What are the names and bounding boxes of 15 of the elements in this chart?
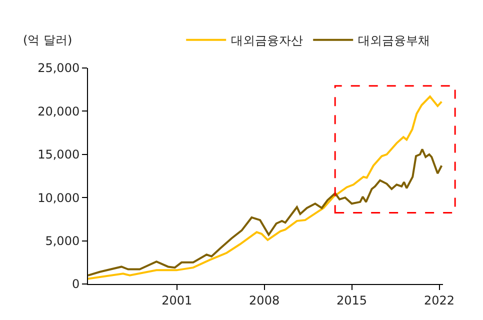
y-tick-label: 5,000 (45, 234, 80, 248)
y-tick-label: 15,000 (38, 148, 80, 162)
y-tick-label: 20,000 (38, 104, 80, 118)
y-tick-label: 25,000 (38, 61, 80, 76)
x-tick-label: 2022 (424, 293, 455, 308)
line-series (88, 96, 443, 280)
x-tick-label: 2015 (336, 293, 368, 308)
x-tick-label: 2008 (249, 293, 280, 308)
legend-label: 대외금융부채 (358, 34, 430, 48)
legend-label: 대외금융자산 (231, 34, 304, 48)
line-series (88, 148, 443, 276)
y-tick-label: 10,000 (38, 190, 80, 205)
y-tick-label: 0 (72, 277, 80, 292)
y-axis-title: (억 달러) (23, 33, 72, 47)
x-tick-label: 2001 (162, 293, 192, 308)
